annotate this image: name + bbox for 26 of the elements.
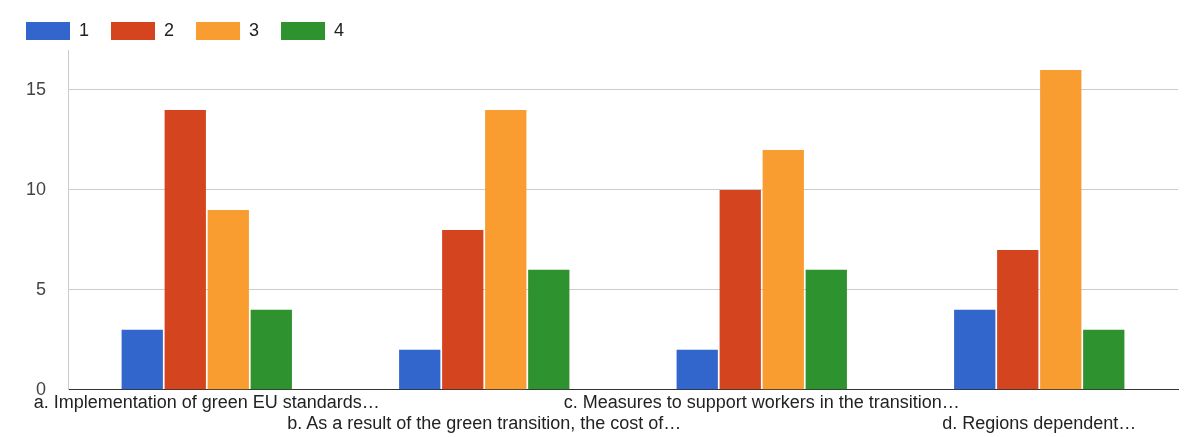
bar bbox=[805, 269, 847, 390]
bar bbox=[250, 309, 292, 390]
bar bbox=[442, 229, 484, 390]
legend-label: 3 bbox=[249, 19, 260, 40]
x-tick-label: d. Regions dependent… bbox=[942, 413, 1137, 434]
bar bbox=[676, 349, 718, 390]
bar bbox=[121, 329, 163, 390]
bar bbox=[762, 149, 804, 390]
bar bbox=[528, 269, 570, 390]
legend-label: 2 bbox=[164, 19, 175, 40]
bar bbox=[1040, 69, 1082, 390]
x-tick-label: c. Measures to support workers in the transition… bbox=[563, 391, 960, 412]
bar bbox=[399, 349, 441, 390]
bar bbox=[164, 109, 206, 390]
bar bbox=[1083, 329, 1125, 390]
y-tick-label: 10 bbox=[25, 178, 47, 199]
legend-label: 1 bbox=[79, 19, 90, 40]
bar bbox=[997, 249, 1039, 390]
legend-label: 4 bbox=[334, 19, 345, 40]
bar bbox=[207, 209, 249, 390]
y-tick-label: 15 bbox=[25, 78, 47, 99]
bar bbox=[485, 109, 527, 390]
y-tick-label: 5 bbox=[36, 278, 47, 299]
bar bbox=[719, 189, 761, 390]
x-tick-label: b. As a result of the green transition, the cost of… bbox=[287, 413, 682, 434]
bar bbox=[954, 309, 996, 390]
